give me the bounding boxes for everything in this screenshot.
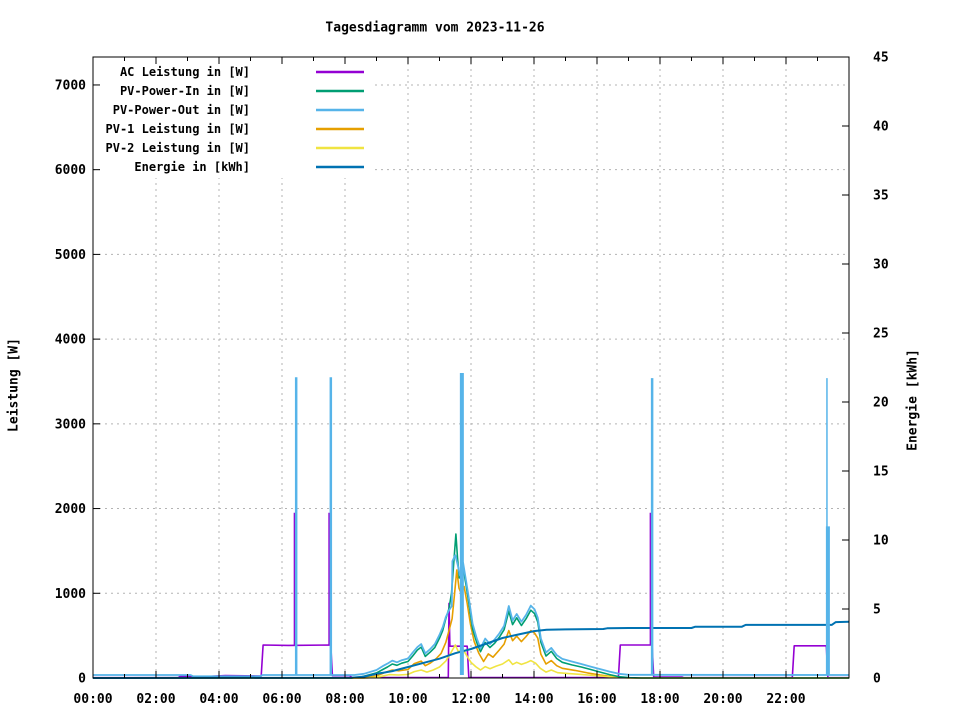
legend-item-ac-leistung-in-w: AC Leistung in [W] (120, 65, 364, 79)
y-right-axis-title: Energie [kWh] (905, 349, 921, 451)
y-right-tick-label: 15 (873, 465, 889, 480)
y-left-axis-title: Leistung [W] (6, 338, 22, 432)
legend-label: PV-2 Leistung in [W] (106, 141, 251, 155)
axes (92, 56, 850, 679)
y-right-tick-label: 45 (873, 51, 889, 66)
y-right-tick-label: 10 (873, 534, 889, 549)
x-tick-label: 08:00 (325, 692, 364, 707)
y-right-tick-label: 35 (873, 189, 889, 204)
y-left-tick-label: 3000 (55, 417, 86, 432)
series-pv-2-leistung-in-w (93, 644, 849, 679)
legend-label: PV-Power-Out in [W] (113, 103, 250, 117)
legend-label: PV-1 Leistung in [W] (106, 122, 251, 136)
legend-item-pv-power-out-in-w: PV-Power-Out in [W] (113, 103, 364, 117)
series-pv-power-out-in-w (93, 554, 850, 678)
series-energie-in-kwh (92, 620, 850, 679)
chart-title: Tagesdiagramm vom 2023-11-26 (325, 20, 545, 36)
x-tick-label: 00:00 (73, 692, 112, 707)
legend-label: PV-Power-In in [W] (120, 84, 250, 98)
y-left-tick-label: 7000 (55, 78, 86, 93)
series-pv-power-in-in-w (93, 533, 849, 679)
legend-label: Energie in [kWh] (134, 160, 250, 174)
legend-item-pv-1-leistung-in-w: PV-1 Leistung in [W] (106, 122, 364, 136)
y-right-tick-label: 25 (873, 327, 889, 342)
x-tick-label: 02:00 (136, 692, 175, 707)
series-spikes (293, 373, 830, 676)
legend-label: AC Leistung in [W] (120, 65, 250, 79)
x-tick-label: 12:00 (451, 692, 490, 707)
y-left-tick-label: 0 (78, 672, 86, 687)
x-tick-label: 22:00 (766, 692, 805, 707)
x-tick-label: 20:00 (703, 692, 742, 707)
y-right-tick-label: 30 (873, 258, 889, 273)
y-right-tick-label: 0 (873, 672, 881, 687)
legend-item-pv-power-in-in-w: PV-Power-In in [W] (120, 84, 364, 98)
y-left-tick-label: 1000 (55, 587, 86, 602)
legend-item-pv-2-leistung-in-w: PV-2 Leistung in [W] (106, 141, 364, 155)
y-left-tick-label: 4000 (55, 333, 86, 348)
legend: AC Leistung in [W] PV-Power-In in [W] PV-P… (100, 61, 373, 178)
x-tick-label: 16:00 (577, 692, 616, 707)
x-tick-label: 14:00 (514, 692, 553, 707)
y-left-tick-label: 5000 (55, 248, 86, 263)
series-pv-1-leistung-in-w (93, 569, 849, 679)
x-tick-label: 04:00 (199, 692, 238, 707)
legend-item-energie-in-kwh: Energie in [kWh] (134, 160, 364, 174)
x-tick-label: 06:00 (262, 692, 301, 707)
series-lines (92, 533, 850, 679)
y-right-tick-label: 5 (873, 603, 881, 618)
y-right-tick-label: 40 (873, 120, 889, 135)
x-tick-label: 10:00 (388, 692, 427, 707)
y-right-tick-label: 20 (873, 396, 889, 411)
x-tick-label: 18:00 (640, 692, 679, 707)
y-left-tick-label: 6000 (55, 163, 86, 178)
y-left-tick-label: 2000 (55, 502, 86, 517)
